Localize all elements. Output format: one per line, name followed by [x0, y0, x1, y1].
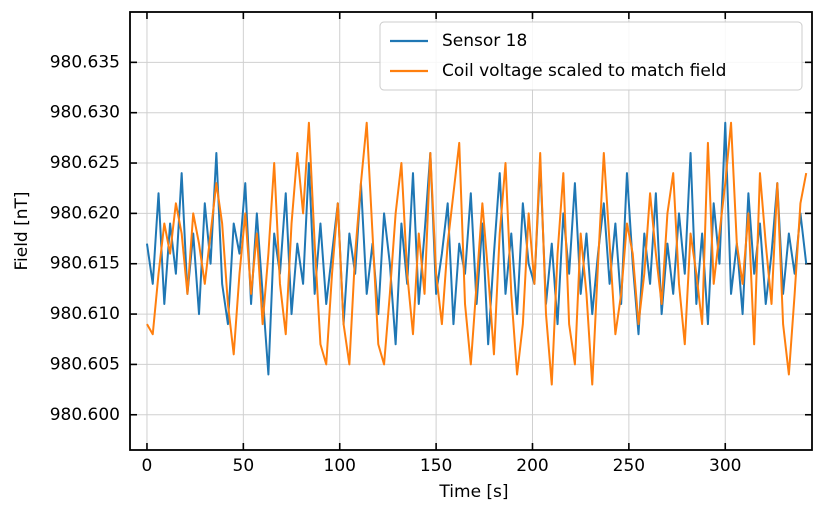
- legend-label: Coil voltage scaled to match field: [442, 61, 726, 81]
- x-tick-label: 0: [142, 456, 153, 476]
- y-axis-label: Field [nT]: [12, 191, 32, 270]
- y-tick-label: 980.615: [50, 254, 120, 274]
- series-line: [146, 121, 808, 386]
- x-tick-label: 250: [613, 456, 645, 476]
- x-tick-label: 150: [420, 456, 452, 476]
- x-tick-label: 200: [516, 456, 548, 476]
- legend-box: [379, 21, 803, 91]
- series-line: [145, 121, 808, 376]
- y-tick-label: 980.610: [50, 304, 120, 324]
- y-tick-label: 980.625: [50, 153, 120, 173]
- y-tick-label: 980.630: [50, 103, 120, 123]
- legend: Sensor 18 Coil voltage scaled to match fi…: [379, 21, 803, 91]
- x-tick-label: 100: [324, 456, 356, 476]
- x-tick-label: 50: [233, 456, 255, 476]
- plot-frame: [129, 11, 813, 451]
- y-tick-label: 980.600: [50, 405, 120, 425]
- y-tick-label: 980.635: [50, 52, 120, 72]
- x-tick-label: 300: [709, 456, 741, 476]
- y-tick-label: 980.605: [50, 354, 120, 374]
- x-axis-label: Time [s]: [438, 482, 508, 502]
- legend-label: Sensor 18: [442, 31, 527, 51]
- y-tick-label: 980.620: [50, 203, 120, 223]
